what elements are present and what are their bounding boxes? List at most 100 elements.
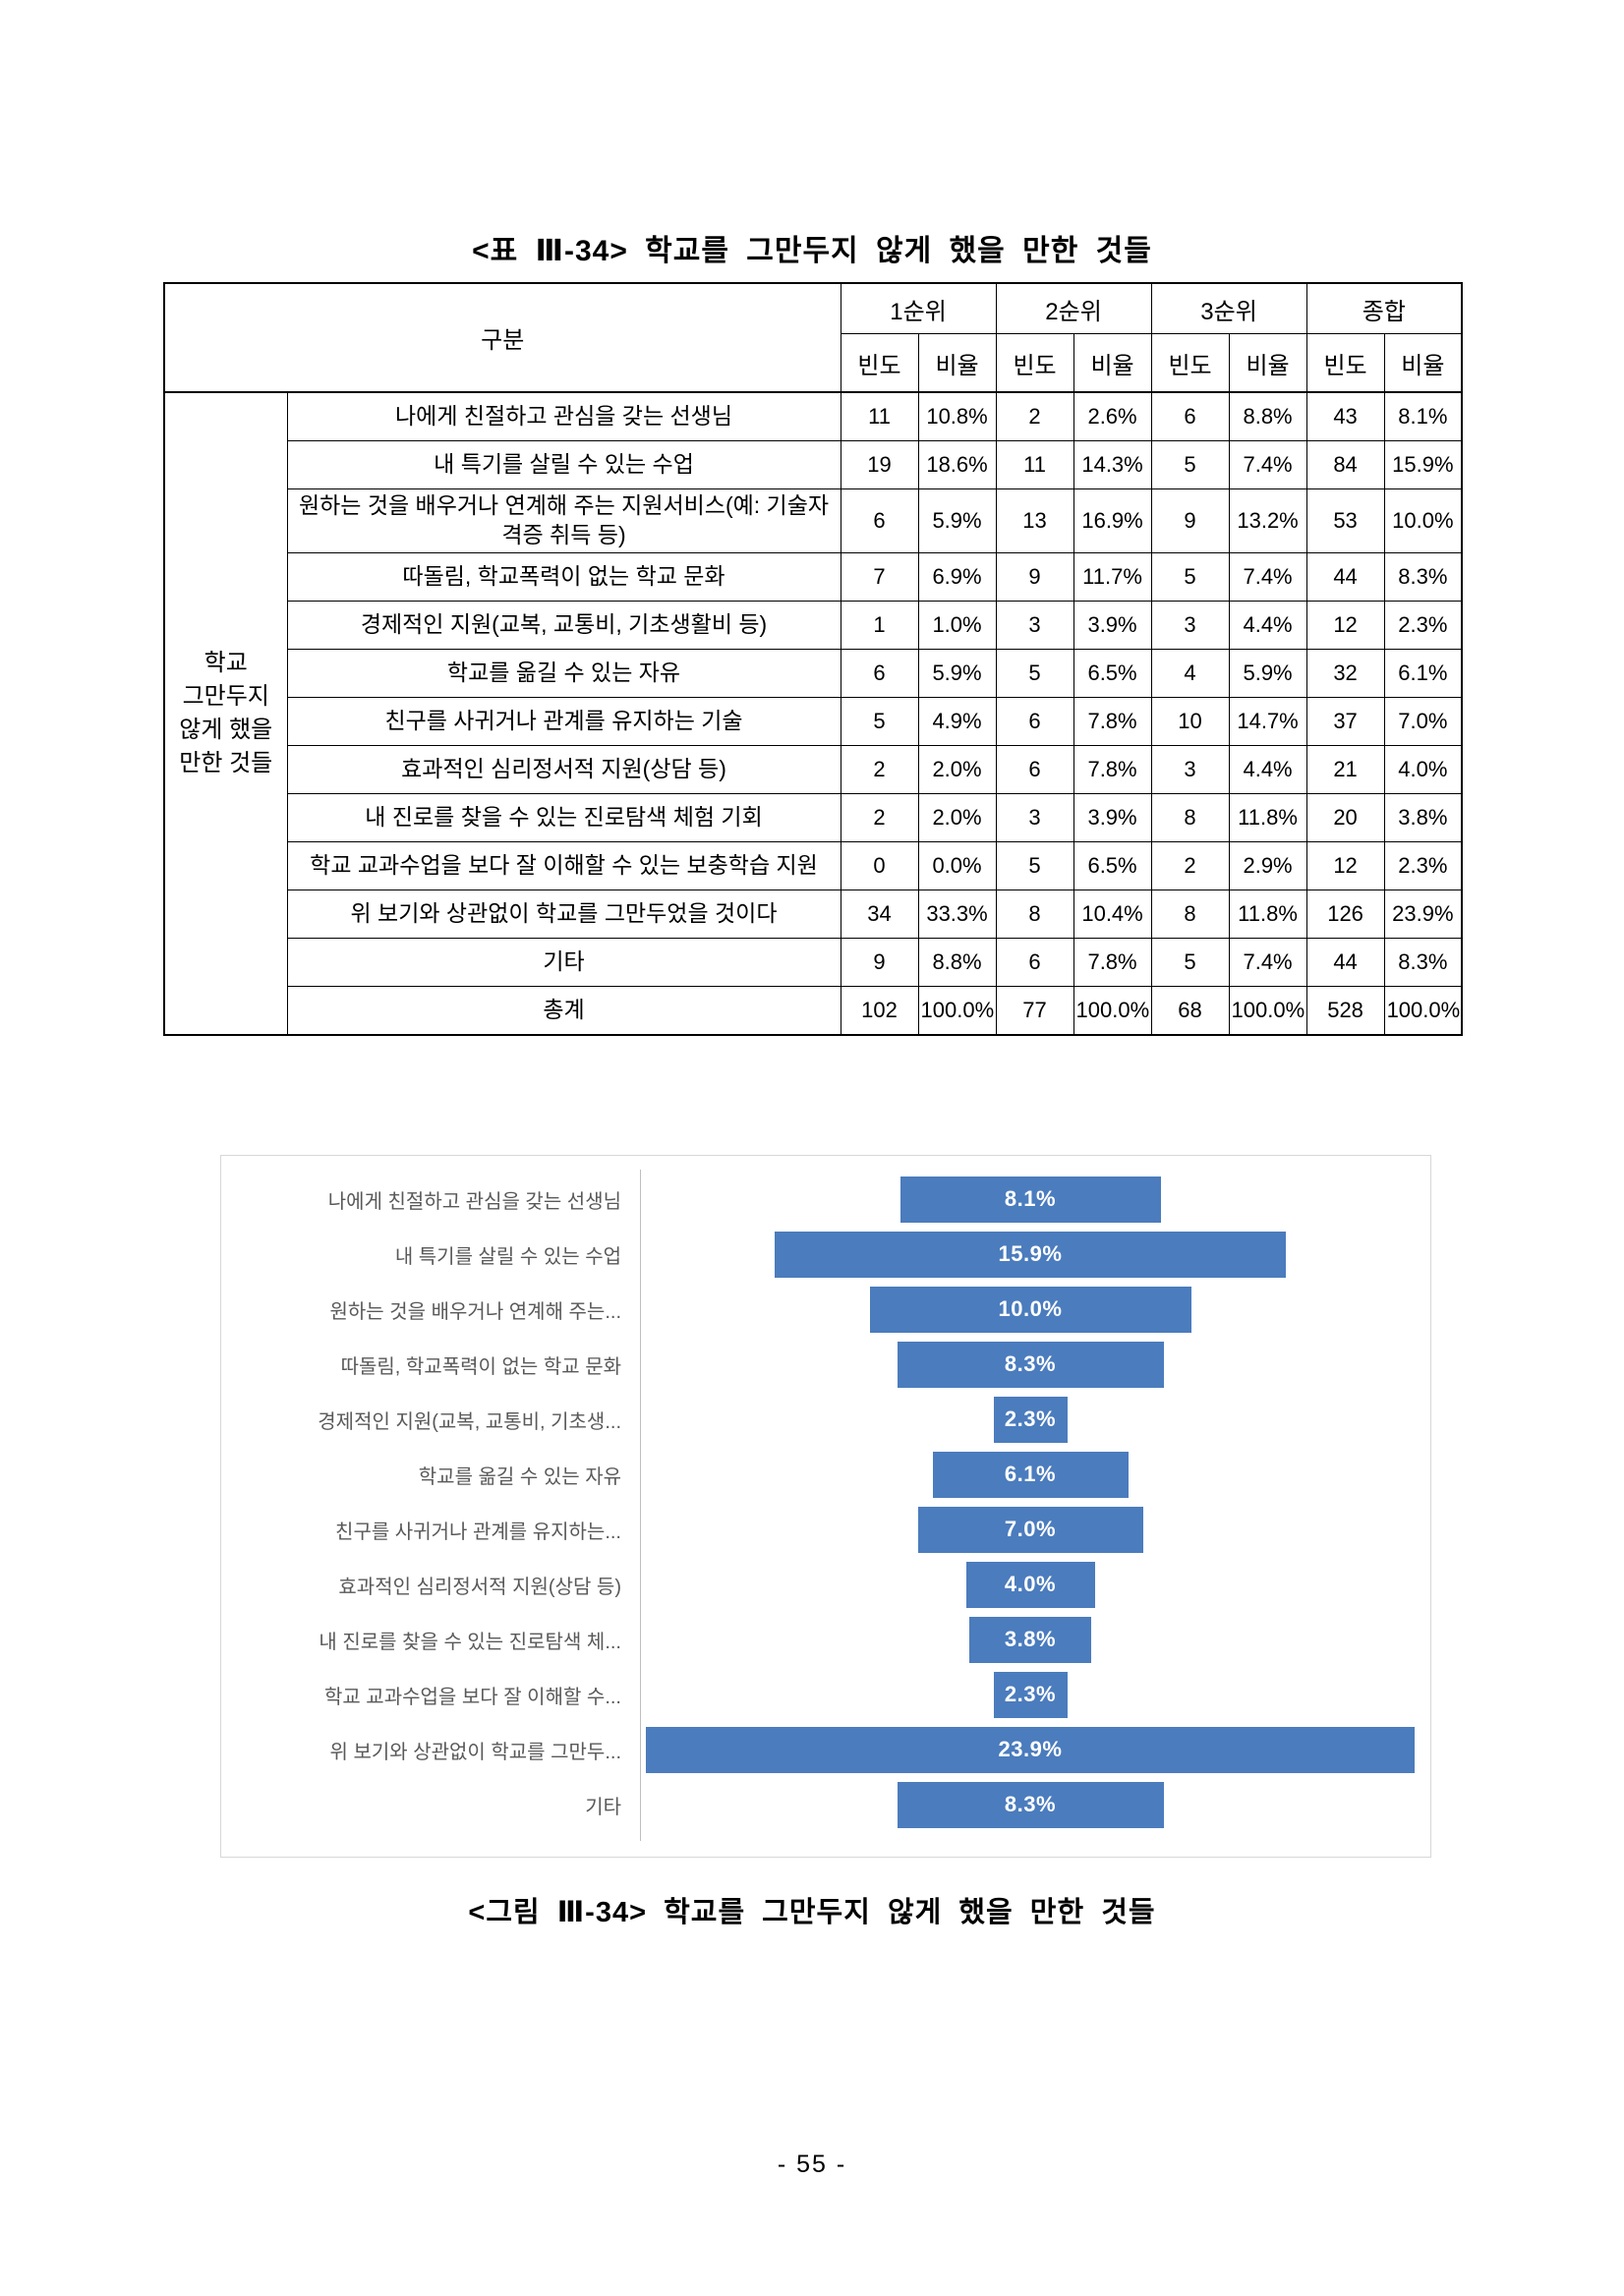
value-cell: 8 [1150, 792, 1230, 842]
value-cell: 9 [840, 937, 919, 987]
row-group-label-line: 그만두지 [182, 682, 269, 710]
value-cell: 0 [840, 840, 919, 890]
value-cell: 9 [1150, 488, 1230, 553]
header-rank2: 2순위 [995, 282, 1152, 334]
header-rank3: 3순위 [1150, 282, 1307, 334]
chart-row: 위 보기와 상관없이 학교를 그만두... 23.9% [221, 1722, 1430, 1777]
value-cell: 32 [1305, 648, 1385, 698]
value-cell: 7 [840, 551, 919, 602]
chart-row: 효과적인 심리정서적 지원(상담 등) 4.0% [221, 1557, 1430, 1612]
value-cell: 53 [1305, 488, 1385, 553]
page-number: - 55 - [777, 2151, 847, 2178]
chart-bar-value-label: 8.3% [1004, 1351, 1057, 1376]
chart-row: 경제적인 지원(교복, 교통비, 기초생... 2.3% [221, 1392, 1430, 1447]
chart-plot-cell: 8.1% [630, 1172, 1430, 1227]
value-cell: 7.4% [1228, 937, 1307, 987]
value-cell: 84 [1305, 440, 1385, 489]
value-cell: 3.8% [1383, 792, 1463, 842]
chart-plot-cell: 2.3% [630, 1667, 1430, 1722]
chart-bar-value-label: 8.1% [1004, 1186, 1057, 1211]
table-caption: <표 Ⅲ-34> 학교를 그만두지 않게 했을 만한 것들 [472, 235, 1152, 267]
value-cell: 3.9% [1073, 792, 1152, 842]
chart-category-label: 내 특기를 살릴 수 있는 수업 [394, 1245, 621, 1268]
value-cell: 20 [1305, 792, 1385, 842]
value-cell: 44 [1305, 937, 1385, 987]
item-label-cell: 경제적인 지원(교복, 교통비, 기초생활비 등) [286, 600, 841, 650]
chart-plot-cell: 4.0% [630, 1557, 1430, 1612]
chart-row: 친구를 사귀거나 관계를 유지하는... 7.0% [221, 1502, 1430, 1557]
item-label-cell: 총계 [286, 985, 841, 1036]
value-cell: 2 [995, 391, 1074, 441]
item-label-cell: 내 진로를 찾을 수 있는 진로탐색 체험 기회 [286, 792, 841, 842]
chart-bar-value-label: 8.3% [1004, 1792, 1057, 1816]
value-cell: 44 [1305, 551, 1385, 602]
chart-bar: 2.3% [993, 1671, 1068, 1718]
value-cell: 6 [840, 648, 919, 698]
value-cell: 7.8% [1073, 696, 1152, 746]
chart-rows: 나에게 친절하고 관심을 갖는 선생님 8.1% 내 특기를 살릴 수 있는 수업 1… [221, 1172, 1430, 1832]
header-ratio: 비율 [1383, 333, 1463, 393]
value-cell: 23.9% [1383, 889, 1463, 939]
item-label-cell: 나에게 친절하고 관심을 갖는 선생님 [286, 391, 841, 441]
item-label-cell: 학교를 옮길 수 있는 자유 [286, 648, 841, 698]
value-cell: 15.9% [1383, 440, 1463, 489]
value-cell: 5 [1150, 440, 1230, 489]
value-cell: 77 [995, 985, 1074, 1036]
value-cell: 7.8% [1073, 744, 1152, 794]
table-row: 친구를 사귀거나 관계를 유지하는 기술 5 4.9% 6 7.8% 10 14.7% 37 7… [164, 696, 1463, 746]
bar-chart: 나에게 친절하고 관심을 갖는 선생님 8.1% 내 특기를 살릴 수 있는 수업 1… [220, 1155, 1431, 1858]
value-cell: 8.8% [917, 937, 997, 987]
value-cell: 2.6% [1073, 391, 1152, 441]
value-cell: 4 [1150, 648, 1230, 698]
value-cell: 4.0% [1383, 744, 1463, 794]
value-cell: 19 [840, 440, 919, 489]
chart-category-label: 학교를 옮길 수 있는 자유 [418, 1465, 621, 1488]
chart-plot-cell: 15.9% [630, 1227, 1430, 1282]
row-group-label-line: 않게 했을 [179, 716, 273, 743]
chart-plot-cell: 3.8% [630, 1612, 1430, 1667]
table-row: 원하는 것을 배우거나 연계해 주는 지원서비스(예: 기술자격증 취득 등) 6… [164, 488, 1463, 553]
value-cell: 11.8% [1228, 889, 1307, 939]
value-cell: 1.0% [917, 600, 997, 650]
header-ratio: 비율 [1228, 333, 1307, 393]
value-cell: 3 [1150, 600, 1230, 650]
value-cell: 6 [995, 744, 1074, 794]
chart-category-label: 친구를 사귀거나 관계를 유지하는... [335, 1521, 621, 1543]
row-group-label-line: 만한 것들 [179, 749, 273, 776]
chart-row: 학교를 옮길 수 있는 자유 6.1% [221, 1447, 1430, 1502]
item-label-cell: 기타 [286, 937, 841, 987]
value-cell: 3 [1150, 744, 1230, 794]
chart-vertical-axis [640, 1170, 641, 1841]
value-cell: 6 [840, 488, 919, 553]
table-row: 학교 그만두지 않게 했을 만한 것들 나에게 친절하고 관심을 갖는 선생님 11 10.… [163, 391, 1463, 1036]
value-cell: 5 [1150, 937, 1230, 987]
chart-bar-value-label: 4.0% [1004, 1572, 1057, 1596]
chart-bar-value-label: 2.3% [1004, 1682, 1057, 1706]
value-cell: 1 [840, 600, 919, 650]
value-cell: 6.5% [1073, 840, 1152, 890]
chart-bar: 3.8% [969, 1616, 1091, 1663]
chart-category-label: 내 진로를 찾을 수 있는 진로탐색 체... [319, 1631, 621, 1653]
chart-category-label: 위 보기와 상관없이 학교를 그만두... [329, 1741, 622, 1763]
chart-bar: 7.0% [917, 1506, 1143, 1553]
value-cell: 7.4% [1228, 551, 1307, 602]
survey-table: 구분 1순위 2순위 3순위 종합 빈도 비율 빈도 비율 빈도 비율 빈도 비… [163, 282, 1464, 1036]
table-row: 기타 9 8.8% 6 7.8% 5 7.4% 44 8.3% [164, 937, 1463, 987]
header-gubun: 구분 [163, 282, 841, 393]
chart-bar-value-label: 10.0% [998, 1296, 1063, 1321]
header-total: 종합 [1305, 282, 1463, 334]
value-cell: 100.0% [1073, 985, 1152, 1036]
value-cell: 13 [995, 488, 1074, 553]
header-freq: 빈도 [1305, 333, 1385, 393]
table-row: 따돌림, 학교폭력이 없는 학교 문화 7 6.9% 9 11.7% 5 7.4% 44 8.3… [164, 551, 1463, 602]
item-label-cell: 위 보기와 상관없이 학교를 그만두었을 것이다 [286, 889, 841, 939]
chart-bar-value-label: 15.9% [998, 1241, 1063, 1266]
chart-bar: 8.3% [897, 1341, 1164, 1388]
value-cell: 12 [1305, 840, 1385, 890]
value-cell: 10.4% [1073, 889, 1152, 939]
value-cell: 9 [995, 551, 1074, 602]
value-cell: 34 [840, 889, 919, 939]
value-cell: 11 [840, 391, 919, 441]
chart-bar-value-label: 23.9% [998, 1737, 1063, 1761]
value-cell: 5.9% [1228, 648, 1307, 698]
